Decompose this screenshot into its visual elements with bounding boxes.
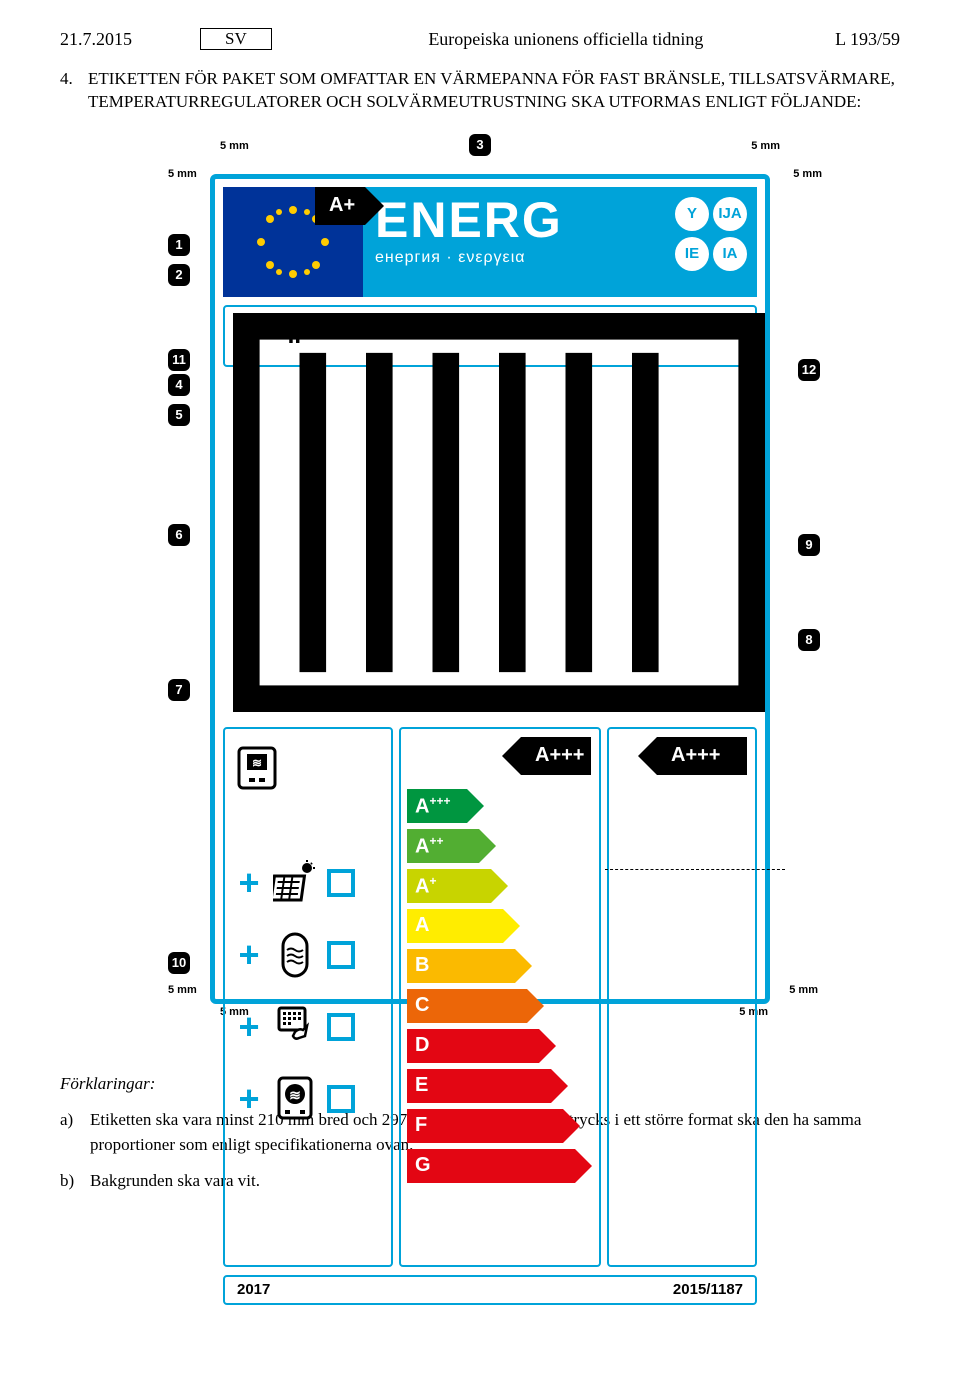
dashed-guide [605, 869, 785, 870]
callout-5: 5 [168, 404, 190, 426]
class-label: D [415, 1034, 429, 1057]
solar-row: + [235, 853, 381, 913]
class-label: A+++ [415, 794, 450, 819]
class-label: A+ [415, 874, 436, 899]
class-label: A [415, 914, 429, 937]
radiator-icon [233, 313, 765, 717]
page: 21.7.2015 SV Europeiska unionens officie… [0, 0, 960, 1246]
tank-row: + [235, 925, 381, 985]
class-arrow-A: A [407, 909, 593, 943]
package-class-arrow-right: A+++ [657, 737, 747, 775]
section-text: ETIKETTEN FÖR PAKET SOM OMFATTAR EN VÄRM… [88, 68, 900, 114]
energ-banner: ENERG енергия · ενεργεια Y IJA IE IA [223, 187, 757, 297]
suffix-y: Y [675, 197, 709, 231]
class-label: G [415, 1154, 431, 1177]
package-class-mid-text: A+++ [535, 744, 584, 767]
dim-5mm: 5 mm [793, 168, 822, 180]
boiler-class-arrow: A+ [315, 187, 365, 225]
class-arrow-A++: A++ [407, 829, 593, 863]
class-label: B [415, 954, 429, 977]
callout-11: 11 [168, 349, 190, 371]
svg-text:≋: ≋ [252, 756, 262, 770]
dim-5mm: 5 mm [751, 140, 780, 152]
solar-checkbox [327, 869, 355, 897]
class-arrow-A+: A+ [407, 869, 593, 903]
package-class-column: A+++ [607, 727, 757, 1267]
footer-year: 2017 [237, 1281, 270, 1298]
class-label: A++ [415, 834, 443, 859]
callout-12: 12 [798, 359, 820, 381]
header-date: 21.7.2015 [60, 29, 200, 50]
supplementary-heater-icon: ≋ [273, 1074, 317, 1124]
callout-7: 7 [168, 679, 190, 701]
class-arrow-D: D [407, 1029, 593, 1063]
class-arrow-B: B [407, 949, 593, 983]
boiler-icon: ≋ [235, 744, 279, 794]
list-letter-a: a) [60, 1108, 90, 1157]
energ-suffix-row2: IE IA [675, 237, 747, 271]
package-class-arrow-mid: A+++ [521, 737, 591, 775]
callout-9: 9 [798, 534, 820, 556]
label-footer: 2017 2015/1187 [223, 1275, 757, 1305]
boiler-row: ≋ A+ [235, 739, 381, 799]
journal-title: Europeiska unionens officiella tidning [352, 29, 780, 50]
plus-icon: + [235, 1006, 263, 1048]
class-arrow-G: G [407, 1149, 593, 1183]
energ-suffix-row1: Y IJA [675, 197, 747, 231]
tank-checkbox [327, 941, 355, 969]
dim-5mm: 5 mm [220, 140, 249, 152]
control-checkbox [327, 1013, 355, 1041]
class-label: C [415, 994, 429, 1017]
class-label: F [415, 1114, 427, 1137]
class-label: E [415, 1074, 428, 1097]
callout-6: 6 [168, 524, 190, 546]
class-arrow-A+++: A+++ [407, 789, 593, 823]
package-class-right-text: A+++ [671, 744, 720, 767]
language-box: SV [200, 28, 272, 50]
suffix-ija: IJA [713, 197, 747, 231]
page-number: L 193/59 [780, 29, 900, 50]
control-row: + [235, 997, 381, 1057]
class-arrow-F: F [407, 1109, 593, 1143]
energy-label-diagram: 5 mm 5 mm 5 mm 5 mm 3 mm 5 mm 5 mm 5 mm … [120, 134, 840, 1044]
list-letter-b: b) [60, 1169, 90, 1194]
callout-1: 1 [168, 234, 190, 256]
section-number: 4. [60, 68, 88, 114]
footer-regulation: 2015/1187 [673, 1281, 743, 1298]
dim-5mm: 5 mm [789, 984, 818, 996]
package-components-column: ≋ A+ + + + [223, 727, 393, 1267]
supplementary-checkbox [327, 1085, 355, 1113]
boiler-class-text: A+ [329, 194, 355, 217]
main-grid: ≋ A+ + + + [223, 727, 757, 1267]
dim-5mm: 5 mm [168, 168, 197, 180]
energy-label: ENERG енергия · ενεργεια Y IJA IE IA I I… [210, 174, 770, 1004]
callout-3: 3 [469, 134, 491, 156]
class-arrows-list: A+++ A++ A+ ABCDEFG [407, 789, 593, 1183]
dim-5mm: 5 mm [168, 984, 197, 996]
callout-4: 4 [168, 374, 190, 396]
supplementary-heater-row: + ≋ [235, 1069, 381, 1129]
suffix-ia: IA [713, 237, 747, 271]
plus-icon: + [235, 1078, 263, 1120]
callout-2: 2 [168, 264, 190, 286]
callout-10: 10 [168, 952, 190, 974]
temperature-control-icon [273, 1002, 317, 1052]
plus-icon: + [235, 862, 263, 904]
energ-wordmark: ENERG енергия · ενεργεια Y IJA IE IA [363, 187, 757, 297]
solar-collector-icon [273, 858, 317, 908]
class-arrow-C: C [407, 989, 593, 1023]
class-arrow-E: E [407, 1069, 593, 1103]
suffix-ie: IE [675, 237, 709, 271]
plus-icon: + [235, 934, 263, 976]
svg-text:≋: ≋ [289, 1087, 301, 1103]
class-scale-column: A+++ A+++ A++ A+ ABCDEFG [399, 727, 601, 1267]
hot-water-tank-icon [273, 930, 317, 980]
callout-8: 8 [798, 629, 820, 651]
